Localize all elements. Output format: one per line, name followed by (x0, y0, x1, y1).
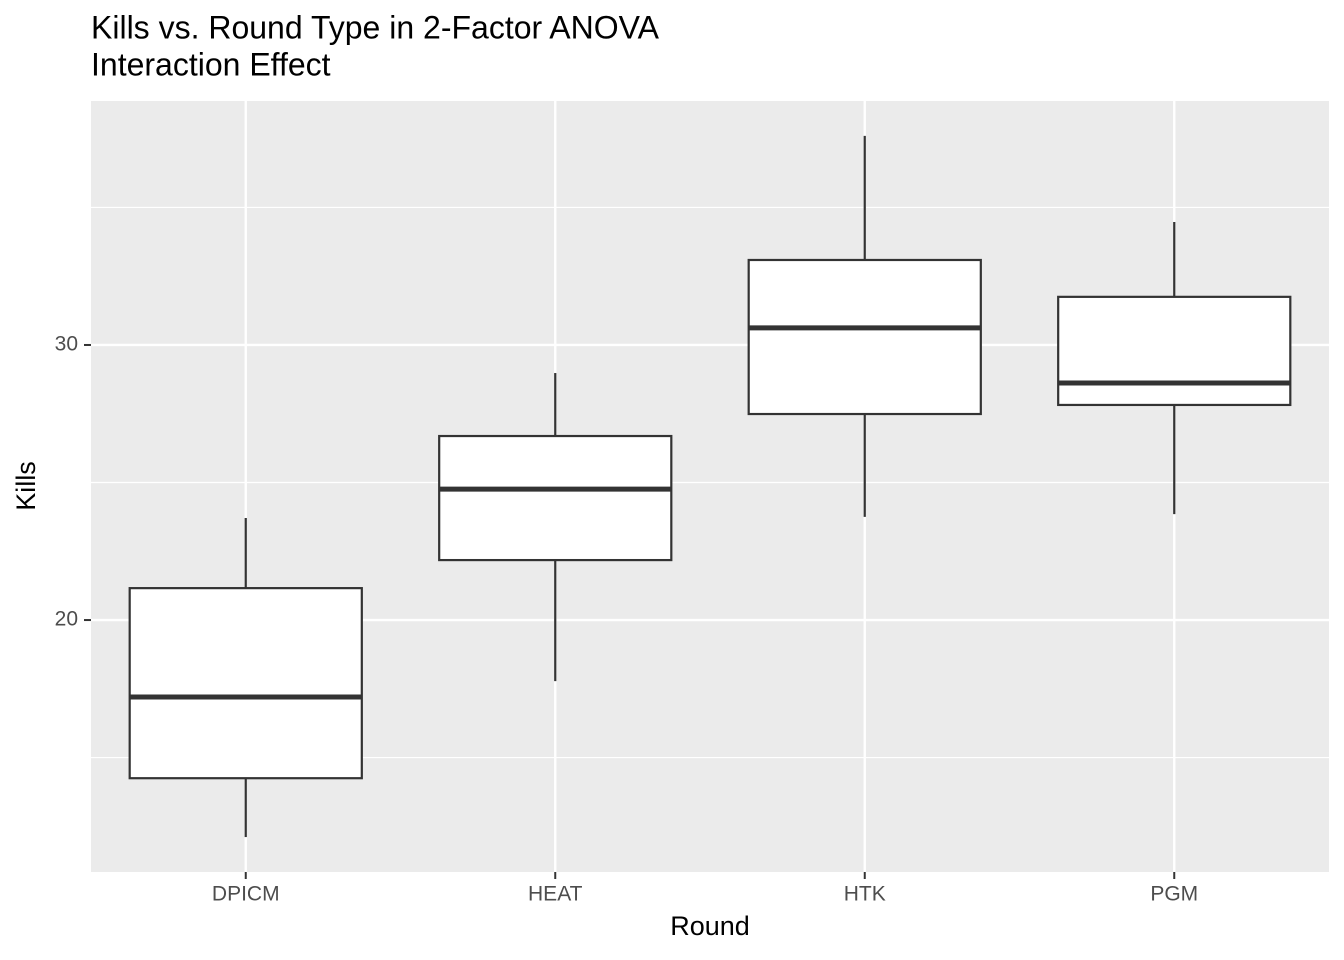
chart-title: Interaction Effect (91, 46, 331, 82)
y-tick-label: 30 (55, 333, 78, 356)
box (747, 258, 982, 416)
y-axis-label: Kills (11, 461, 41, 511)
chart-title: Kills vs. Round Type in 2-Factor ANOVA (91, 9, 660, 45)
y-tick-label: 20 (55, 608, 78, 631)
box (128, 587, 363, 780)
x-tick-label: DPICM (212, 883, 280, 906)
x-tick-label: PGM (1150, 883, 1198, 906)
x-tick-label: HEAT (528, 883, 583, 906)
x-tick-label: HTK (844, 883, 886, 906)
box (438, 434, 673, 562)
box (1057, 295, 1292, 407)
x-axis-label: Round (670, 911, 750, 941)
